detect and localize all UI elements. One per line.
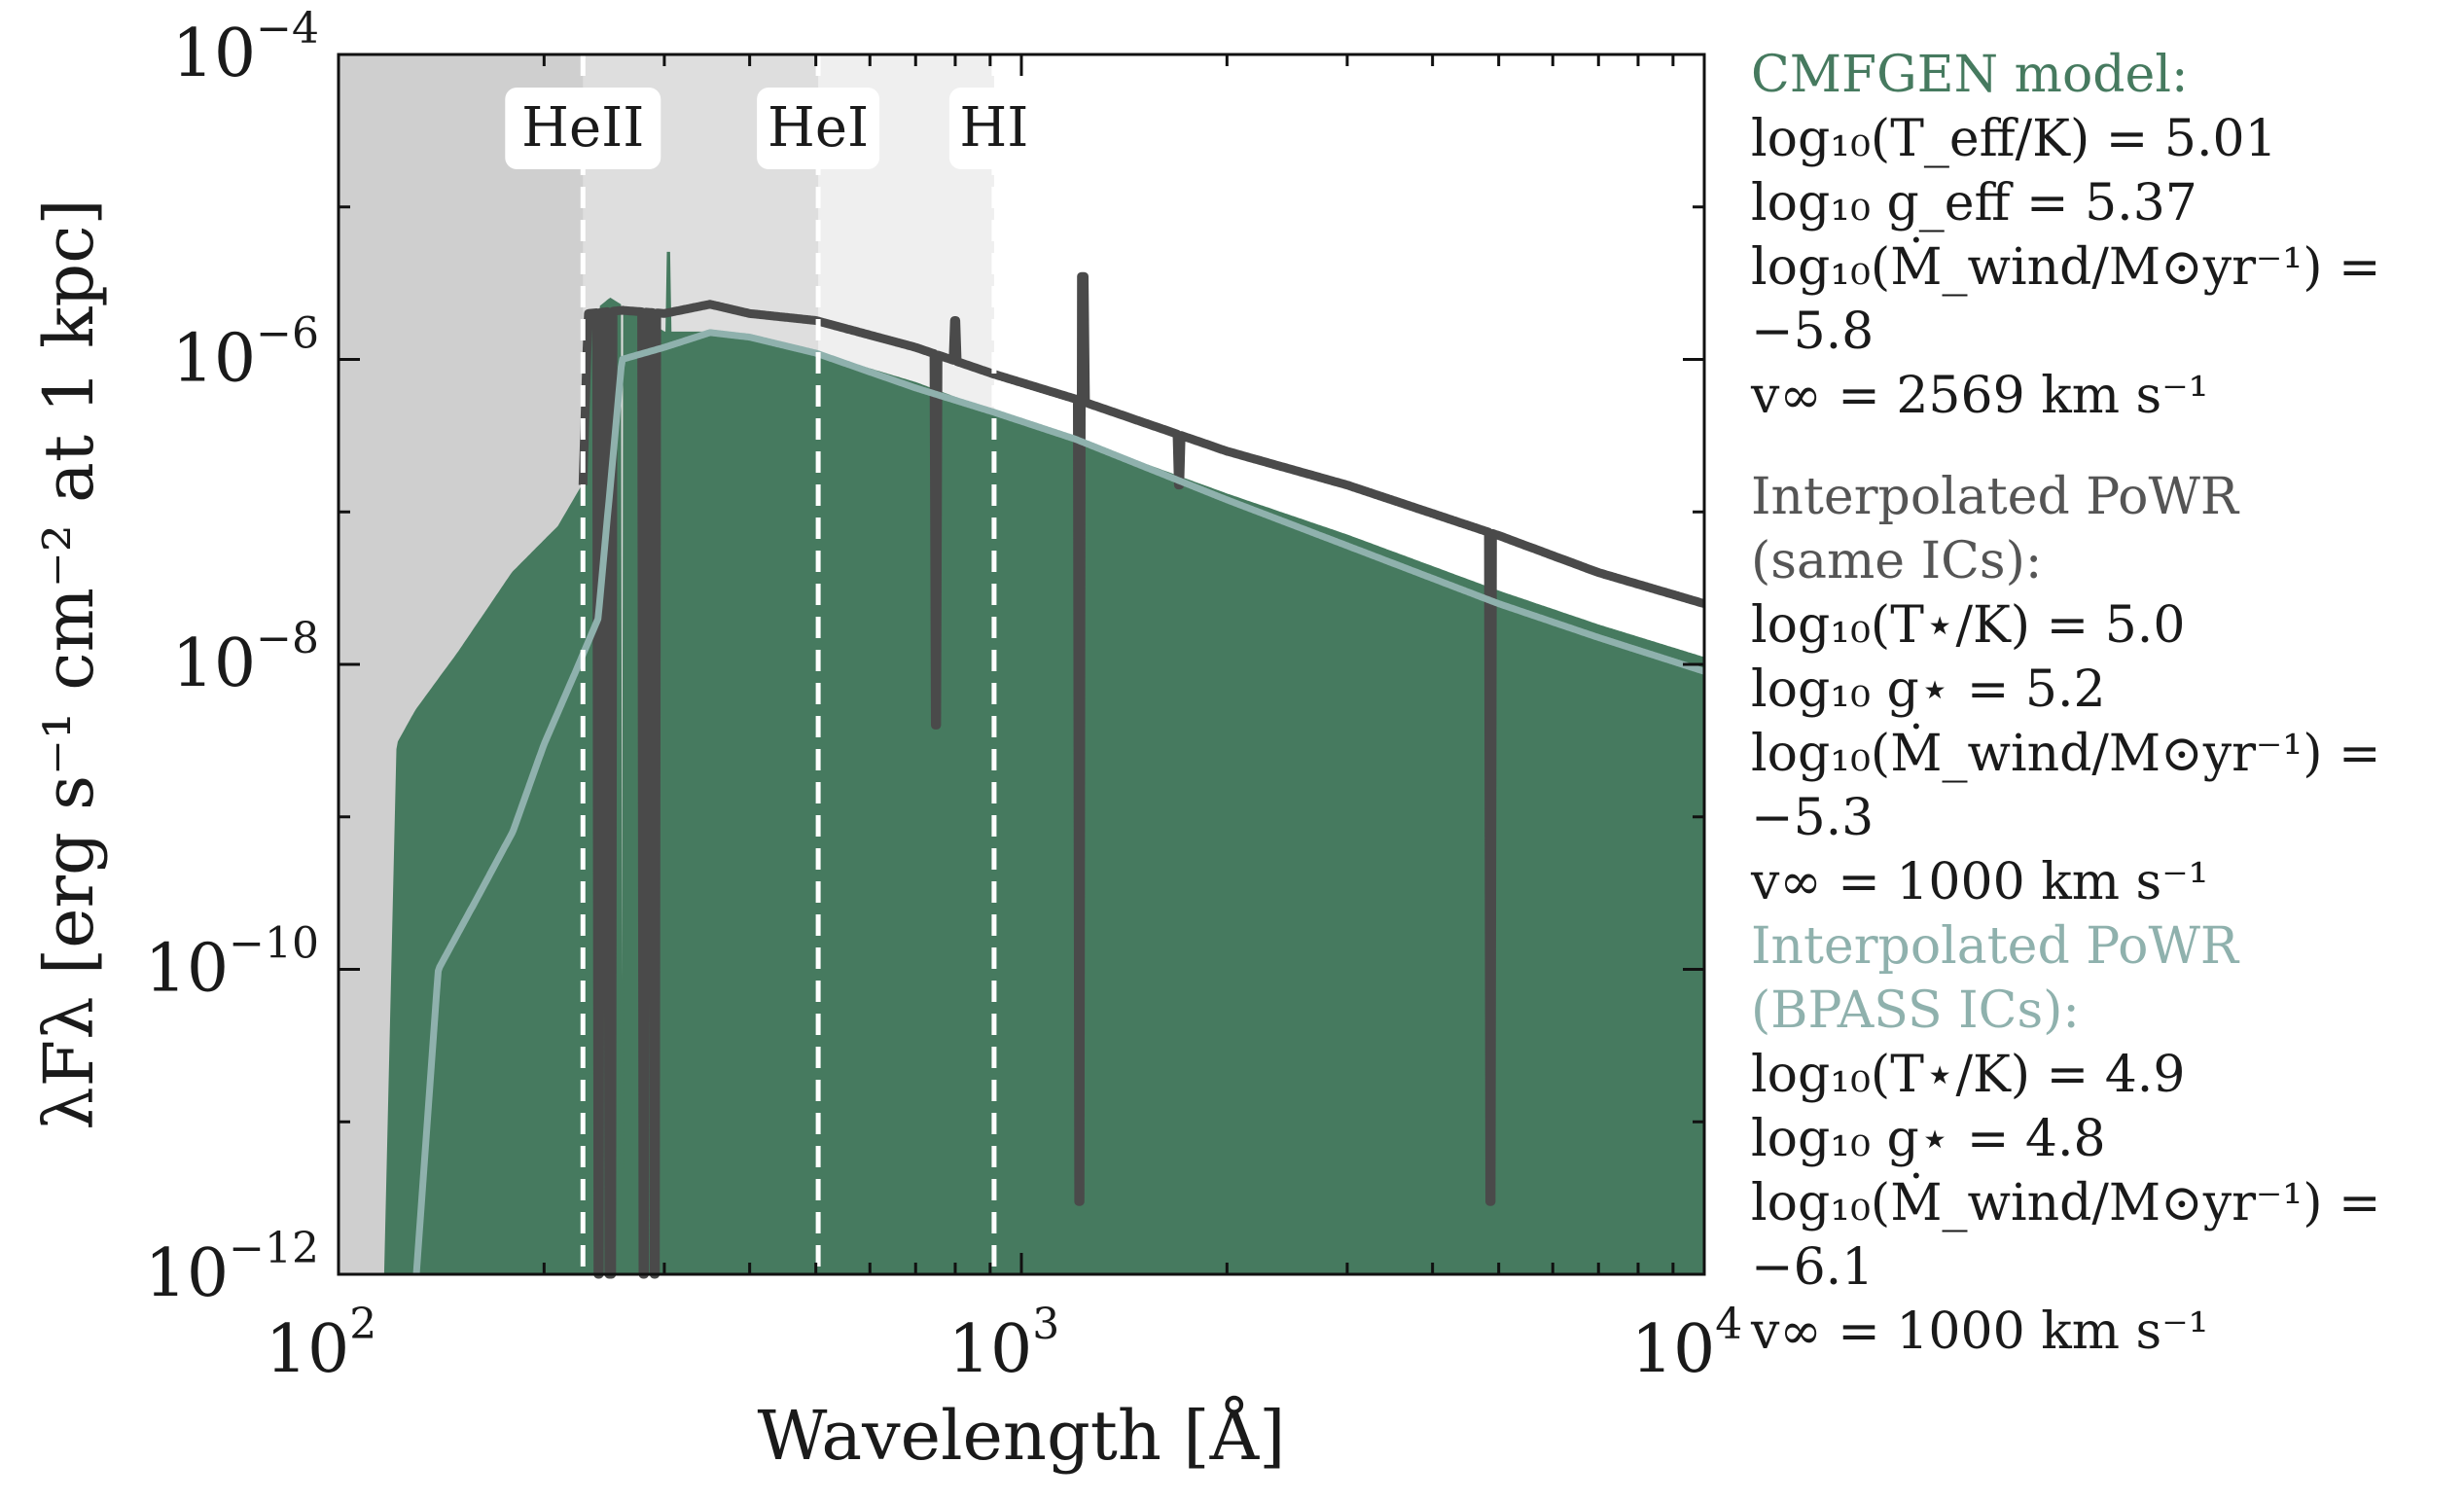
legend-powr-same-teff: log₁₀(T⋆/K) = 5.0 [1751, 596, 2186, 655]
series-interpolated-powr-bpass-ics [412, 329, 1707, 1275]
legend-powr-bpass-title-2: (BPASS ICs): [1751, 981, 2080, 1040]
legend-powr-bpass-logg: log₁₀ g⋆ = 4.8 [1751, 1110, 2106, 1168]
edge-label-box-hei [757, 88, 880, 169]
spectra-layer [383, 251, 1708, 1279]
axis-ticks: 102 103 104 10−12 10−10 10−8 10−6 10−4 [145, 4, 1743, 1388]
legend-cmfgen-logg: log₁₀ g_eff = 5.37 [1751, 174, 2197, 232]
legend-cmfgen-teff: log₁₀(T_eff/K) = 5.01 [1751, 110, 2277, 168]
y-tick-label: 10−8 [172, 614, 319, 702]
parameter-legend: CMFGEN model: log₁₀(T_eff/K) = 5.01 log₁… [1751, 43, 2451, 1364]
y-tick-label: 10−10 [145, 919, 319, 1008]
edge-label-hi: HI [959, 96, 1028, 160]
legend-powr-same: Interpolated PoWR (same ICs): log₁₀(T⋆/K… [1751, 465, 2451, 914]
x-axis-label: Wavelength [Å] [758, 1396, 1286, 1476]
edge-label-box-heii [505, 88, 661, 169]
legend-powr-same-title-2: (same ICs): [1751, 532, 2043, 590]
legend-cmfgen-vinf: v∞ = 2569 km s⁻¹ [1751, 367, 2209, 425]
legend-cmfgen: CMFGEN model: log₁₀(T_eff/K) = 5.01 log₁… [1751, 43, 2451, 428]
x-tick-label: 102 [266, 1300, 377, 1388]
edge-label-heii: HeII [521, 96, 644, 160]
series-interpolated-powr-same-ics [578, 271, 1708, 1279]
legend-powr-same-title-1: Interpolated PoWR [1751, 468, 2239, 526]
ionization-edges: HeII HeI HI [505, 54, 1039, 1274]
y-tick-label: 10−12 [145, 1224, 319, 1312]
legend-cmfgen-title: CMFGEN model: [1751, 46, 2189, 104]
y-tick-label: 10−6 [172, 309, 319, 398]
legend-powr-bpass-mdot: log₁₀(Ṁ_wind/M⊙yr⁻¹) = −6.1 [1751, 1174, 2381, 1297]
x-tick-label: 104 [1631, 1300, 1743, 1388]
legend-powr-bpass-vinf: v∞ = 1000 km s⁻¹ [1751, 1303, 2209, 1361]
y-tick-label: 10−4 [172, 4, 319, 92]
legend-cmfgen-mdot: log₁₀(Ṁ_wind/M⊙yr⁻¹) = −5.8 [1751, 238, 2381, 361]
y-axis-label: λFλ [erg s⁻¹ cm⁻² at 1 kpc] [29, 198, 109, 1129]
legend-powr-same-mdot: log₁₀(Ṁ_wind/M⊙yr⁻¹) = −5.3 [1751, 725, 2381, 847]
legend-powr-bpass: Interpolated PoWR (BPASS ICs): log₁₀(T⋆/… [1751, 914, 2451, 1364]
legend-powr-same-logg: log₁₀ g⋆ = 5.2 [1751, 660, 2106, 719]
edge-label-hei: HeI [768, 96, 869, 160]
edge-label-box-hi [948, 88, 1039, 169]
x-tick-label: 103 [948, 1300, 1060, 1388]
legend-powr-same-vinf: v∞ = 1000 km s⁻¹ [1751, 853, 2209, 911]
legend-powr-bpass-title-1: Interpolated PoWR [1751, 917, 2239, 976]
legend-powr-bpass-teff: log₁₀(T⋆/K) = 4.9 [1751, 1046, 2186, 1104]
